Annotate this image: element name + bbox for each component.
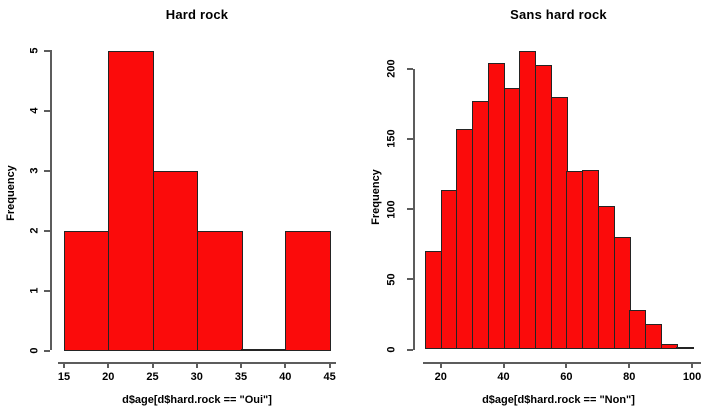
x-tick-label: 80 xyxy=(623,371,636,383)
y-tick xyxy=(44,169,50,172)
y-tick-label: 0 xyxy=(28,347,41,354)
x-tick-label: 15 xyxy=(57,371,71,383)
histogram-bar xyxy=(629,310,647,350)
y-tick-label: 1 xyxy=(28,287,41,294)
y-tick-label: 2 xyxy=(28,227,41,234)
x-tick-label: 60 xyxy=(560,371,573,383)
y-tick xyxy=(44,229,50,232)
histogram-bar xyxy=(472,101,490,350)
x-tick xyxy=(107,362,110,368)
x-axis-label-left: d$age[d$hard.rock == "Oui"] xyxy=(122,394,272,406)
x-tick-label: 30 xyxy=(190,371,203,383)
histogram-bar xyxy=(285,230,332,351)
y-tick xyxy=(406,348,413,351)
histogram-bar xyxy=(550,96,568,350)
histogram-bar xyxy=(613,237,631,350)
x-tick xyxy=(151,362,154,368)
x-tick xyxy=(565,362,568,368)
y-tick xyxy=(44,289,50,292)
x-tick xyxy=(284,362,287,368)
histogram-bar xyxy=(456,129,474,350)
histogram-bar xyxy=(108,50,154,351)
x-tick-label: 100 xyxy=(682,371,702,383)
y-axis-label-left: Frequency xyxy=(5,165,17,221)
x-tick xyxy=(439,362,442,368)
histogram-bar xyxy=(644,324,663,350)
histogram-zero-bin xyxy=(241,349,287,351)
histogram-bar xyxy=(519,50,537,350)
x-tick-label: 20 xyxy=(434,371,447,383)
y-tick xyxy=(406,208,413,211)
y-tick-label: 200 xyxy=(385,59,397,78)
histogram-bar xyxy=(582,169,600,350)
y-tick-label: 100 xyxy=(385,199,397,219)
chart-title-hard-rock: Hard rock xyxy=(165,7,229,22)
histogram-bar xyxy=(64,230,110,351)
y-tick xyxy=(44,349,50,352)
x-axis-label-right: d$age[d$hard.rock == "Non"] xyxy=(482,394,635,406)
x-tick-label: 25 xyxy=(146,371,159,383)
x-tick xyxy=(240,362,243,368)
x-tick xyxy=(628,362,631,368)
y-tick-label: 3 xyxy=(28,167,41,174)
x-tick-label: 40 xyxy=(279,371,292,383)
histogram-bar xyxy=(440,189,458,350)
y-tick xyxy=(406,67,413,70)
x-tick-label: 20 xyxy=(102,371,115,383)
histogram-bar xyxy=(425,251,443,350)
histogram-bar xyxy=(566,171,584,350)
x-tick-label: 40 xyxy=(497,371,510,383)
y-tick xyxy=(406,278,413,281)
histogram-bar xyxy=(152,170,199,351)
x-tick xyxy=(195,362,198,368)
y-tick-label: 4 xyxy=(28,107,41,114)
x-tick-label: 35 xyxy=(234,371,248,383)
y-axis-line xyxy=(412,69,415,350)
histogram-bar xyxy=(487,63,506,350)
histogram-bar xyxy=(196,230,243,351)
y-tick xyxy=(44,109,50,112)
x-tick xyxy=(328,362,331,368)
y-axis-line xyxy=(50,50,52,350)
x-tick-label: 45 xyxy=(323,371,336,383)
y-tick xyxy=(44,49,50,52)
chart-title-sans-hard-rock: Sans hard rock xyxy=(510,7,607,22)
histogram-bar xyxy=(503,88,521,350)
histogram-bar xyxy=(597,206,615,350)
x-tick xyxy=(502,362,505,368)
y-tick-label: 50 xyxy=(385,273,397,286)
x-tick xyxy=(63,362,65,368)
x-tick xyxy=(691,362,694,368)
histogram-bar xyxy=(676,346,694,350)
y-tick-label: 0 xyxy=(385,346,397,353)
histogram-bar xyxy=(660,343,678,350)
histogram-bar xyxy=(534,64,553,350)
y-tick xyxy=(406,137,413,140)
y-tick-label: 5 xyxy=(28,47,41,54)
x-axis-line xyxy=(423,362,701,364)
y-tick-label: 150 xyxy=(385,129,397,149)
y-axis-label-right: Frequency xyxy=(370,169,382,225)
